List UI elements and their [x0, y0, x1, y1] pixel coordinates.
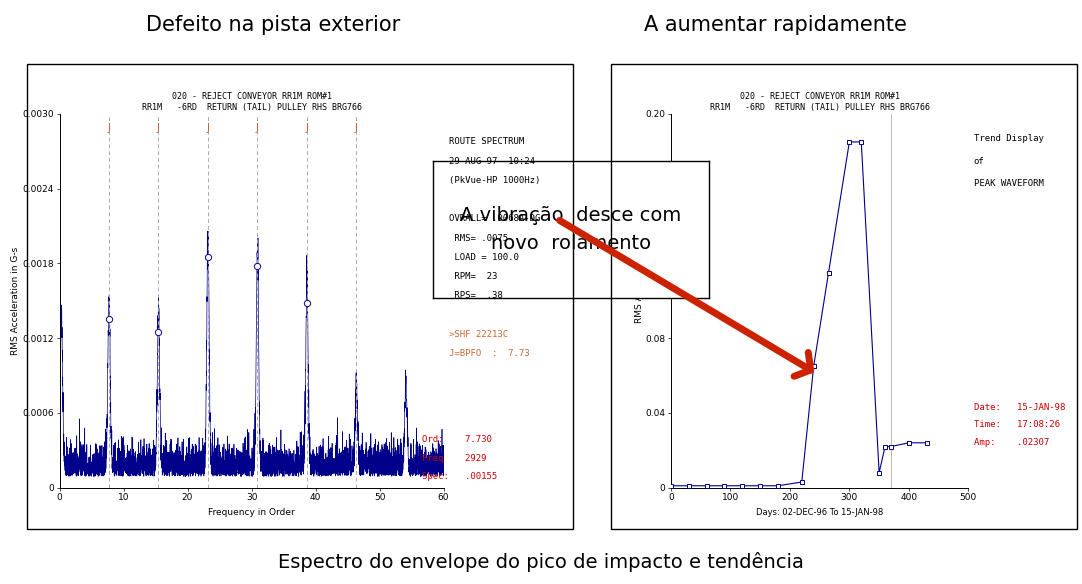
Text: Time:   17:08:26: Time: 17:08:26	[974, 420, 1059, 429]
Text: J: J	[157, 123, 160, 133]
Text: J: J	[305, 123, 308, 133]
Text: J: J	[107, 123, 110, 133]
Title: 020 - REJECT CONVEYOR RR1M ROM#1
RR1M   -6RD  RETURN (TAIL) PULLEY RHS BRG766: 020 - REJECT CONVEYOR RR1M ROM#1 RR1M -6…	[142, 92, 361, 112]
Text: ROUTE SPECTRUM: ROUTE SPECTRUM	[449, 137, 525, 146]
Text: A vibração  desce com
novo  rolamento: A vibração desce com novo rolamento	[460, 206, 682, 253]
Text: A aumentar rapidamente: A aumentar rapidamente	[644, 15, 907, 34]
Text: J=BPFO  :  7.73: J=BPFO : 7.73	[449, 349, 530, 358]
Text: Trend Display: Trend Display	[974, 134, 1044, 143]
Text: Freq    2929: Freq 2929	[422, 454, 487, 463]
Text: J: J	[207, 123, 210, 133]
Text: Spec:   .00155: Spec: .00155	[422, 472, 498, 481]
Text: Ord:    7.730: Ord: 7.730	[422, 435, 492, 444]
Text: of: of	[974, 157, 985, 165]
X-axis label: Frequency in Order: Frequency in Order	[208, 507, 295, 517]
Title: 020 - REJECT CONVEYOR RR1M ROM#1
RR1M   -6RD  RETURN (TAIL) PULLEY RHS BRG766: 020 - REJECT CONVEYOR RR1M ROM#1 RR1M -6…	[710, 92, 929, 112]
Text: RMS= .0075: RMS= .0075	[449, 234, 509, 242]
Y-axis label: RMS Acce: RMS Acce	[635, 279, 644, 323]
Text: Defeito na pista exterior: Defeito na pista exterior	[146, 15, 400, 34]
Text: PEAK WAVEFORM: PEAK WAVEFORM	[974, 179, 1044, 187]
X-axis label: Days: 02-DEC-96 To 15-JAN-98: Days: 02-DEC-96 To 15-JAN-98	[756, 507, 883, 517]
Text: Espectro do envelope do pico de impacto e tendência: Espectro do envelope do pico de impacto …	[278, 552, 804, 572]
Text: Amp:    .02307: Amp: .02307	[974, 438, 1050, 447]
Text: 29-AUG-97  10:24: 29-AUG-97 10:24	[449, 157, 535, 165]
Text: Date:   15-JAN-98: Date: 15-JAN-98	[974, 403, 1065, 412]
Text: J: J	[256, 123, 259, 133]
Text: J: J	[355, 123, 358, 133]
Text: >SHF 22213C: >SHF 22213C	[449, 330, 509, 339]
Text: RPM=  23: RPM= 23	[449, 272, 498, 281]
Text: LOAD = 100.0: LOAD = 100.0	[449, 253, 519, 262]
Y-axis label: RMS Acceleration in G-s: RMS Acceleration in G-s	[11, 246, 19, 355]
Text: (PkVue-HP 1000Hz): (PkVue-HP 1000Hz)	[449, 176, 540, 185]
Text: RPS=  .38: RPS= .38	[449, 291, 503, 300]
Text: OVRALL= .0068A-DG: OVRALL= .0068A-DG	[449, 214, 540, 223]
